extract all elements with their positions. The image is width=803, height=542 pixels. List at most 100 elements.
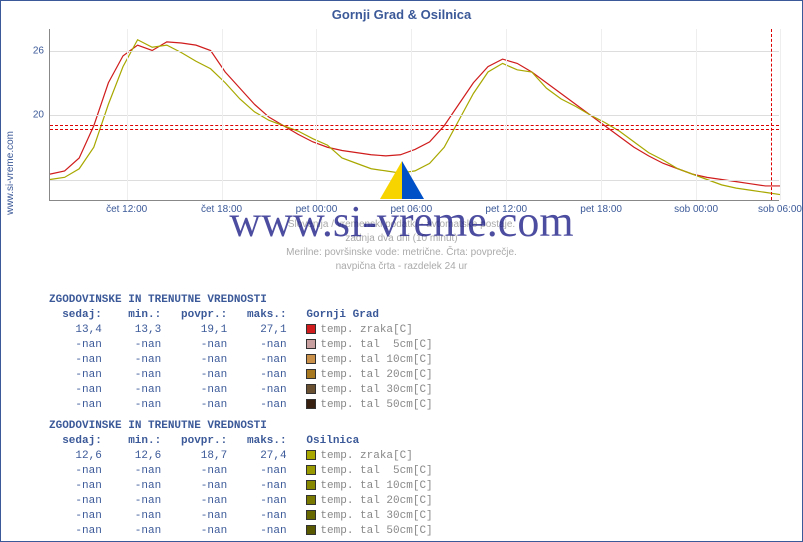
- color-swatch-icon: [306, 450, 316, 460]
- cell-value: -nan: [161, 464, 227, 479]
- subcaption: Slovenija / vremenski podatki - avtomats…: [1, 219, 802, 230]
- color-swatch-icon: [306, 510, 316, 520]
- section-title: ZGODOVINSKE IN TRENUTNE VREDNOSTI: [49, 419, 433, 434]
- color-swatch-icon: [306, 384, 316, 394]
- cell-value: -nan: [49, 464, 102, 479]
- cell-value: 27,4: [227, 449, 286, 464]
- cell-value: -nan: [227, 368, 286, 383]
- chart-title: Gornji Grad & Osilnica: [1, 1, 802, 22]
- y-tick: 26: [33, 45, 44, 56]
- color-swatch-icon: [306, 399, 316, 409]
- cell-value: -nan: [161, 509, 227, 524]
- cell-value: -nan: [102, 509, 161, 524]
- cell-value: -nan: [49, 353, 102, 368]
- table-row: -nan -nan -nan -nan temp. tal 30cm[C]: [49, 509, 433, 524]
- series-label: temp. zraka[C]: [320, 324, 412, 336]
- cell-value: -nan: [102, 464, 161, 479]
- color-swatch-icon: [306, 525, 316, 535]
- cell-value: -nan: [102, 494, 161, 509]
- x-tick: pet 12:00: [485, 204, 527, 215]
- cell-value: -nan: [102, 338, 161, 353]
- col-header: povpr.:: [161, 434, 227, 449]
- cell-value: -nan: [102, 368, 161, 383]
- cell-value: 19,1: [161, 323, 227, 338]
- chart-container: www.si-vreme.com Gornji Grad & Osilnica …: [0, 0, 803, 542]
- station-name: Gornji Grad: [306, 309, 379, 321]
- cell-value: -nan: [161, 479, 227, 494]
- subcaption: navpična črta - razdelek 24 ur: [1, 261, 802, 272]
- subcaption: Merilne: površinske vode: metrične. Črta…: [1, 247, 802, 258]
- cell-value: -nan: [227, 338, 286, 353]
- cell-value: -nan: [227, 524, 286, 539]
- cell-value: -nan: [227, 383, 286, 398]
- station-name: Osilnica: [306, 435, 359, 447]
- cell-value: -nan: [161, 524, 227, 539]
- x-tick: pet 18:00: [580, 204, 622, 215]
- cell-value: 18,7: [161, 449, 227, 464]
- cell-value: -nan: [49, 383, 102, 398]
- cell-value: -nan: [102, 353, 161, 368]
- color-swatch-icon: [306, 465, 316, 475]
- col-header: maks.:: [227, 308, 286, 323]
- cell-value: -nan: [227, 464, 286, 479]
- cell-value: 27,1: [227, 323, 286, 338]
- cell-value: -nan: [161, 494, 227, 509]
- cell-value: -nan: [102, 398, 161, 413]
- logo-icon: [380, 161, 424, 199]
- cell-value: -nan: [227, 494, 286, 509]
- color-swatch-icon: [306, 480, 316, 490]
- table-row: -nan -nan -nan -nan temp. tal 30cm[C]: [49, 383, 433, 398]
- col-header: min.:: [102, 308, 161, 323]
- table-row: 12,6 12,6 18,7 27,4 temp. zraka[C]: [49, 449, 433, 464]
- cell-value: -nan: [161, 383, 227, 398]
- cell-value: -nan: [227, 353, 286, 368]
- table-row: -nan -nan -nan -nan temp. tal 10cm[C]: [49, 479, 433, 494]
- cell-value: -nan: [227, 479, 286, 494]
- table-row: 13,4 13,3 19,1 27,1 temp. zraka[C]: [49, 323, 433, 338]
- col-header: min.:: [102, 434, 161, 449]
- cell-value: -nan: [161, 338, 227, 353]
- table-header-row: sedaj: min.: povpr.: maks.: Gornji Grad: [49, 308, 433, 323]
- cell-value: 12,6: [102, 449, 161, 464]
- cell-value: -nan: [102, 524, 161, 539]
- series-label: temp. tal 10cm[C]: [320, 480, 432, 492]
- cell-value: -nan: [49, 509, 102, 524]
- section-title: ZGODOVINSKE IN TRENUTNE VREDNOSTI: [49, 293, 433, 308]
- y-axis-label: www.si-vreme.com: [5, 131, 16, 215]
- table-row: -nan -nan -nan -nan temp. tal 50cm[C]: [49, 524, 433, 539]
- series-label: temp. tal 10cm[C]: [320, 354, 432, 366]
- cell-value: -nan: [102, 383, 161, 398]
- col-header: maks.:: [227, 434, 286, 449]
- series-label: temp. tal 50cm[C]: [320, 399, 432, 411]
- table-row: -nan -nan -nan -nan temp. tal 5cm[C]: [49, 338, 433, 353]
- color-swatch-icon: [306, 324, 316, 334]
- cell-value: -nan: [227, 398, 286, 413]
- series-label: temp. zraka[C]: [320, 450, 412, 462]
- x-tick: čet 18:00: [201, 204, 242, 215]
- series-label: temp. tal 20cm[C]: [320, 495, 432, 507]
- table-row: -nan -nan -nan -nan temp. tal 10cm[C]: [49, 353, 433, 368]
- data-section: ZGODOVINSKE IN TRENUTNE VREDNOSTI sedaj:…: [49, 419, 433, 539]
- x-tick: čet 12:00: [106, 204, 147, 215]
- cell-value: -nan: [102, 479, 161, 494]
- color-swatch-icon: [306, 369, 316, 379]
- y-tick: 20: [33, 110, 44, 121]
- table-row: -nan -nan -nan -nan temp. tal 20cm[C]: [49, 368, 433, 383]
- cell-value: -nan: [161, 398, 227, 413]
- x-tick: pet 06:00: [390, 204, 432, 215]
- col-header: sedaj:: [49, 434, 102, 449]
- x-tick: sob 00:00: [674, 204, 718, 215]
- series-label: temp. tal 30cm[C]: [320, 510, 432, 522]
- col-header: sedaj:: [49, 308, 102, 323]
- cell-value: -nan: [49, 368, 102, 383]
- series-label: temp. tal 30cm[C]: [320, 384, 432, 396]
- series-label: temp. tal 20cm[C]: [320, 369, 432, 381]
- x-tick: pet 00:00: [296, 204, 338, 215]
- series-label: temp. tal 50cm[C]: [320, 525, 432, 537]
- cell-value: -nan: [49, 398, 102, 413]
- data-section: ZGODOVINSKE IN TRENUTNE VREDNOSTI sedaj:…: [49, 293, 433, 413]
- series-label: temp. tal 5cm[C]: [320, 339, 432, 351]
- cell-value: -nan: [49, 494, 102, 509]
- color-swatch-icon: [306, 354, 316, 364]
- subcaption: zadnja dva dni (10 minut): [1, 233, 802, 244]
